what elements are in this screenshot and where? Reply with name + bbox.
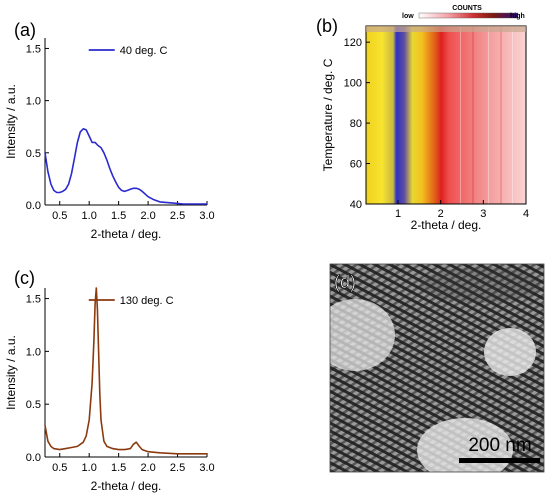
- heatmap-x-ticks: 1 2 3 4: [395, 200, 529, 220]
- heatmap-x-tick-label: 3: [480, 208, 486, 220]
- chart-a-y-tick-label: 0.0: [26, 200, 41, 212]
- heatmap-top-band: [366, 26, 526, 32]
- chart-a-x-tick-label: 1.5: [111, 210, 126, 222]
- heatmap-y-tick-label: 120: [344, 37, 362, 49]
- chart-c-y-tick-label: 0.0: [26, 452, 41, 464]
- colorbar-high-label: high: [510, 13, 525, 20]
- chart-a-x-tick-label: 1.0: [82, 210, 97, 222]
- chart-c-x-axis-label: 2-theta / deg.: [91, 479, 162, 493]
- colorbar: [418, 12, 519, 19]
- colorbar-title: COUNTS: [452, 5, 482, 12]
- panel-c-label: (c): [14, 268, 35, 288]
- chart-a-y-tick-label: 1.5: [26, 43, 41, 55]
- panel-a-label: (a): [14, 20, 36, 40]
- panel-c: (c) 0.5 1.0 1.5 2.0 2.5 3.0 0.0 0.5 1.0 1.5 2-thet…: [4, 268, 215, 493]
- colorbar-low-label: low: [402, 13, 414, 20]
- tem-image: [330, 264, 544, 472]
- chart-c-x-tick-label: 2.0: [140, 462, 155, 474]
- chart-a-x-axis-label: 2-theta / deg.: [91, 227, 162, 241]
- scale-bar: [459, 458, 540, 463]
- chart-c-y-tick-label: 1.5: [26, 294, 41, 306]
- chart-c-x-tick-label: 3.0: [199, 462, 214, 474]
- panel-b: (b) low high COUNTS 1 2 3 4 40 60 80 100 120 2-…: [316, 5, 529, 232]
- heatmap-y-ticks: 40 60 80 100 120: [344, 37, 370, 211]
- heatmap-y-tick-label: 100: [344, 78, 362, 90]
- heatmap-y-tick-label: 40: [350, 199, 362, 211]
- chart-a-x-tick-label: 2.5: [170, 210, 185, 222]
- heatmap-image: [366, 26, 526, 204]
- panel-a: (a) 0.5 1.0 1.5 2.0 2.5 3.0 0.0 0.5 1.0 1.5 2-thet…: [4, 20, 215, 241]
- panel-d-label: (d): [334, 272, 356, 292]
- heatmap-y-tick-label: 60: [350, 159, 362, 171]
- chart-a-y-tick-label: 1.0: [26, 96, 41, 108]
- chart-c-x-tick-label: 2.5: [170, 462, 185, 474]
- heatmap-y-tick-label: 80: [350, 118, 362, 130]
- chart-c-legend-label: 130 deg. C: [120, 295, 174, 307]
- chart-c-y-axis-label: Intensity / a.u.: [4, 335, 18, 410]
- heatmap-x-tick-label: 4: [523, 208, 529, 220]
- chart-c-plot: 0.5 1.0 1.5 2.0 2.5 3.0 0.0 0.5 1.0 1.5 2-theta / …: [4, 287, 215, 493]
- chart-c-x-tick-label: 1.5: [111, 462, 126, 474]
- chart-c-y-tick-label: 1.0: [26, 346, 41, 358]
- heatmap-x-tick-label: 1: [395, 208, 401, 220]
- chart-a-x-tick-label: 2.0: [140, 210, 155, 222]
- heatmap-streaks: [460, 26, 513, 204]
- chart-c-x-tick-label: 1.0: [82, 462, 97, 474]
- scale-bar-label: 200 nm: [468, 435, 531, 456]
- chart-a-series-line: [44, 128, 207, 205]
- panel-d: (d) 200 nm: [329, 263, 545, 473]
- chart-a-x-tick-label: 3.0: [199, 210, 214, 222]
- panel-b-label: (b): [316, 16, 338, 36]
- tem-frame: [329, 263, 545, 473]
- heatmap-x-axis-label: 2-theta / deg.: [411, 218, 482, 232]
- chart-a-plot: 0.5 1.0 1.5 2.0 2.5 3.0 0.0 0.5 1.0 1.5 2-theta / …: [4, 38, 215, 241]
- chart-a-y-tick-label: 0.5: [26, 148, 41, 160]
- chart-c-series-line: [44, 287, 207, 455]
- chart-c-x-tick-label: 0.5: [52, 462, 67, 474]
- chart-a-legend-label: 40 deg. C: [120, 45, 168, 57]
- chart-a-x-tick-label: 0.5: [52, 210, 67, 222]
- heatmap-x-tick-label: 2: [438, 208, 444, 220]
- heatmap-y-axis-label: Temperature / deg. C: [321, 58, 335, 171]
- chart-c-y-tick-label: 0.5: [26, 399, 41, 411]
- chart-a-y-axis-label: Intensity / a.u.: [4, 84, 18, 159]
